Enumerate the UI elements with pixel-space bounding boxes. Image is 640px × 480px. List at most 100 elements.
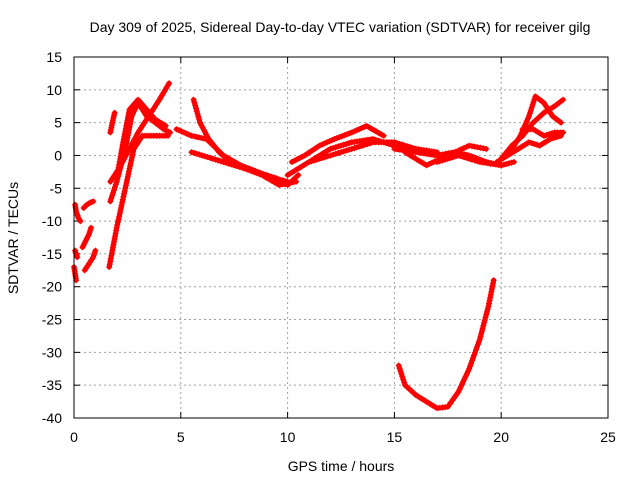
series-arc-y — [519, 126, 567, 139]
data-point-marker — [193, 150, 200, 157]
y-tick-label: -15 — [42, 246, 62, 262]
y-tick-label: 15 — [46, 49, 62, 65]
data-point-marker — [423, 162, 430, 169]
data-point-marker — [276, 182, 283, 188]
y-tick-label: 5 — [54, 115, 62, 131]
data-layer — [71, 80, 567, 412]
y-tick-label: -20 — [42, 279, 62, 295]
x-axis-label: GPS time / hours — [288, 458, 395, 474]
series-arc-c — [79, 224, 95, 251]
series-arc-v — [493, 132, 564, 165]
data-point-marker — [166, 80, 173, 87]
data-point-marker — [316, 155, 323, 162]
data-point-marker — [469, 357, 476, 364]
data-point-marker — [434, 159, 441, 165]
data-point-marker — [399, 141, 406, 148]
data-point-marker — [458, 153, 465, 160]
data-point-marker — [124, 176, 131, 183]
y-tick-label: 0 — [54, 147, 62, 163]
x-tick-label: 5 — [177, 429, 185, 445]
data-point-marker — [505, 160, 512, 167]
data-point-marker — [348, 145, 355, 152]
data-point-marker — [482, 314, 489, 321]
data-point-marker — [343, 147, 350, 154]
data-point-marker — [338, 149, 344, 156]
data-point-marker — [444, 155, 451, 162]
data-point-marker — [473, 347, 479, 353]
series-arc-u — [395, 277, 497, 412]
data-point-marker — [117, 207, 124, 214]
data-point-marker — [111, 238, 117, 245]
data-point-marker — [367, 140, 374, 147]
data-point-marker — [487, 291, 494, 298]
data-point-marker — [471, 143, 478, 150]
data-point-marker — [122, 182, 129, 189]
data-point-marker — [466, 365, 473, 372]
data-point-marker — [455, 152, 462, 159]
data-point-marker — [526, 139, 532, 146]
data-point-marker — [90, 198, 97, 205]
y-tick-label: -35 — [42, 377, 62, 393]
data-point-marker — [470, 355, 476, 361]
data-point-marker — [340, 148, 347, 155]
data-point-marker — [530, 99, 537, 105]
data-point-marker — [354, 144, 360, 151]
data-point-marker — [481, 317, 488, 324]
data-point-marker — [212, 156, 219, 163]
data-point-marker — [112, 181, 119, 188]
data-point-marker — [119, 196, 126, 203]
data-point-marker — [548, 130, 555, 137]
data-point-marker — [116, 210, 123, 217]
series-arc-g — [107, 109, 118, 136]
data-point-marker — [362, 141, 368, 148]
data-point-marker — [458, 146, 465, 153]
data-point-marker — [290, 179, 297, 186]
x-tick-label: 25 — [600, 429, 616, 445]
data-point-marker — [291, 157, 298, 164]
data-point-marker — [188, 149, 195, 156]
data-point-marker — [190, 96, 197, 103]
data-point-marker — [447, 154, 454, 161]
tick-layer: -40 -35 -30 -25 -20 -15 -10 -5 0 5 10 15 0 5 10 15 20 25 — [42, 49, 616, 445]
series-arc-a — [72, 201, 84, 225]
data-point-marker — [111, 187, 117, 194]
data-point-marker — [364, 141, 371, 147]
data-point-marker — [511, 159, 517, 165]
data-point-marker — [311, 157, 318, 164]
data-point-marker — [112, 233, 119, 240]
data-point-marker — [124, 174, 131, 180]
data-point-marker — [540, 132, 547, 139]
data-point-marker — [121, 190, 127, 197]
data-point-marker — [478, 330, 485, 337]
y-tick-label: -10 — [42, 213, 62, 229]
data-point-marker — [327, 152, 334, 159]
data-point-marker — [322, 154, 328, 161]
data-point-marker — [215, 157, 222, 164]
data-point-marker — [503, 161, 510, 167]
data-point-marker — [479, 325, 486, 332]
data-point-marker — [531, 141, 538, 147]
data-point-marker — [324, 153, 331, 160]
data-point-marker — [294, 156, 300, 163]
data-point-marker — [121, 188, 128, 195]
series-arc-n — [190, 96, 300, 188]
data-point-marker — [487, 294, 494, 301]
data-point-marker — [394, 140, 401, 147]
data-point-marker — [346, 146, 352, 153]
data-point-marker — [88, 224, 95, 231]
data-point-marker — [396, 141, 403, 147]
data-point-marker — [125, 168, 132, 175]
data-point-marker — [479, 328, 485, 334]
data-point-marker — [114, 219, 121, 225]
data-point-marker — [191, 150, 198, 156]
data-point-marker — [461, 376, 468, 382]
y-axis-label: SDTVAR / TECUs — [5, 182, 21, 294]
data-point-marker — [346, 140, 352, 147]
data-point-marker — [531, 96, 538, 103]
x-tick-label: 0 — [70, 429, 78, 445]
data-point-marker — [107, 198, 114, 205]
data-point-marker — [116, 213, 123, 220]
data-point-marker — [480, 145, 487, 152]
data-point-marker — [488, 285, 495, 292]
